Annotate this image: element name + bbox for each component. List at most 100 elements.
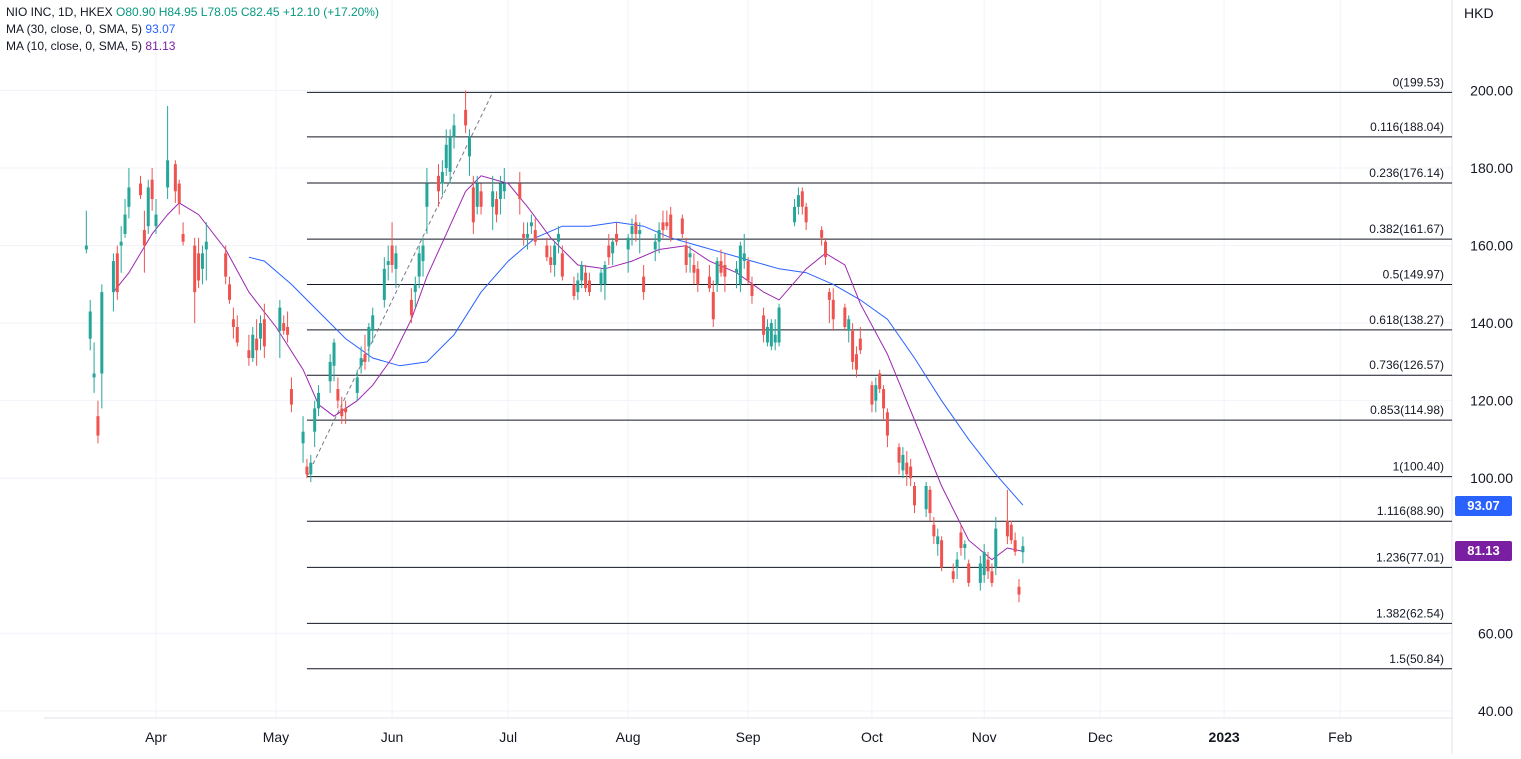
candle[interactable] — [464, 90, 468, 134]
candle[interactable] — [88, 299, 92, 351]
candle[interactable] — [197, 237, 201, 289]
candle[interactable] — [444, 129, 448, 176]
candle[interactable] — [909, 458, 913, 486]
candle[interactable] — [123, 199, 127, 238]
candle[interactable] — [452, 113, 456, 149]
candle[interactable] — [715, 257, 719, 293]
candle[interactable] — [518, 171, 522, 215]
candle[interactable] — [796, 187, 800, 215]
candle[interactable] — [940, 536, 944, 572]
candle[interactable] — [150, 168, 154, 211]
candle[interactable] — [882, 385, 886, 421]
candle[interactable] — [84, 210, 88, 254]
candle[interactable] — [951, 563, 955, 583]
candle[interactable] — [762, 307, 766, 343]
candle[interactable] — [328, 354, 332, 393]
candle[interactable] — [967, 559, 971, 587]
candle[interactable] — [963, 540, 967, 560]
candle[interactable] — [804, 202, 808, 231]
candle[interactable] — [355, 369, 359, 401]
candle[interactable] — [409, 288, 413, 324]
candle[interactable] — [289, 377, 293, 413]
candle[interactable] — [777, 303, 781, 347]
candle[interactable] — [897, 443, 901, 475]
candle[interactable] — [905, 451, 909, 486]
candle[interactable] — [750, 276, 754, 304]
candle[interactable] — [498, 175, 502, 215]
candle[interactable] — [847, 315, 851, 343]
candle[interactable] — [634, 214, 638, 242]
candle[interactable] — [177, 179, 181, 215]
candle[interactable] — [313, 400, 317, 448]
candle[interactable] — [382, 257, 386, 308]
candle[interactable] — [417, 245, 421, 289]
candle[interactable] — [146, 179, 150, 234]
ma10-line[interactable] — [113, 175, 1024, 561]
candle[interactable] — [824, 237, 828, 265]
candle[interactable] — [425, 168, 429, 234]
candle[interactable] — [166, 106, 170, 200]
candle[interactable] — [572, 276, 576, 300]
ma30-line[interactable] — [248, 221, 1024, 506]
candle[interactable] — [580, 261, 584, 289]
candle[interactable] — [479, 183, 483, 215]
candle[interactable] — [669, 206, 673, 242]
candle[interactable] — [549, 245, 553, 273]
candle[interactable] — [638, 222, 642, 254]
candle[interactable] — [913, 482, 917, 514]
candle[interactable] — [1013, 532, 1017, 556]
candle[interactable] — [854, 346, 858, 378]
candle[interactable] — [251, 326, 255, 362]
candle[interactable] — [858, 326, 862, 355]
candle[interactable] — [603, 261, 607, 300]
candle[interactable] — [471, 175, 475, 234]
candle[interactable] — [344, 400, 348, 424]
candle[interactable] — [653, 233, 657, 262]
candle[interactable] — [738, 241, 742, 293]
candle[interactable] — [990, 563, 994, 587]
candle[interactable] — [359, 346, 363, 374]
candle[interactable] — [413, 276, 417, 308]
candle[interactable] — [394, 245, 398, 289]
candle[interactable] — [587, 272, 591, 296]
candle[interactable] — [746, 257, 750, 285]
candle[interactable] — [100, 284, 104, 409]
candle[interactable] — [317, 385, 321, 417]
candle[interactable] — [735, 261, 738, 289]
candle[interactable] — [367, 323, 371, 362]
candle[interactable] — [235, 315, 239, 347]
candle[interactable] — [529, 214, 533, 234]
candle[interactable] — [142, 210, 146, 273]
candle[interactable] — [928, 485, 932, 521]
candle[interactable] — [437, 164, 441, 207]
legend-ma30-row[interactable]: MA (30, close, 0, SMA, 5) 93.07 — [6, 21, 379, 38]
candle[interactable] — [827, 288, 831, 324]
candle[interactable] — [522, 222, 526, 246]
candle[interactable] — [765, 319, 769, 347]
candle[interactable] — [96, 400, 100, 444]
legend-ma10-row[interactable]: MA (10, close, 0, SMA, 5) 81.13 — [6, 38, 379, 55]
candle[interactable] — [495, 191, 499, 223]
candle[interactable] — [556, 226, 560, 254]
candle[interactable] — [607, 233, 611, 265]
candle[interactable] — [340, 396, 344, 424]
candle[interactable] — [231, 307, 235, 339]
candle[interactable] — [1005, 489, 1009, 545]
candle[interactable] — [831, 288, 835, 331]
candle[interactable] — [390, 222, 394, 273]
candle[interactable] — [1021, 536, 1025, 564]
candle[interactable] — [278, 299, 282, 359]
candle[interactable] — [1017, 579, 1021, 603]
candle[interactable] — [286, 311, 290, 343]
candle[interactable] — [224, 245, 228, 285]
candle[interactable] — [584, 264, 588, 293]
candle[interactable] — [986, 551, 990, 580]
candle[interactable] — [553, 241, 557, 277]
fib-trend-line[interactable] — [306, 92, 494, 477]
candle[interactable] — [599, 268, 603, 293]
candle[interactable] — [878, 369, 882, 393]
candle[interactable] — [936, 528, 940, 556]
candle[interactable] — [363, 334, 367, 370]
candle[interactable] — [642, 264, 646, 300]
